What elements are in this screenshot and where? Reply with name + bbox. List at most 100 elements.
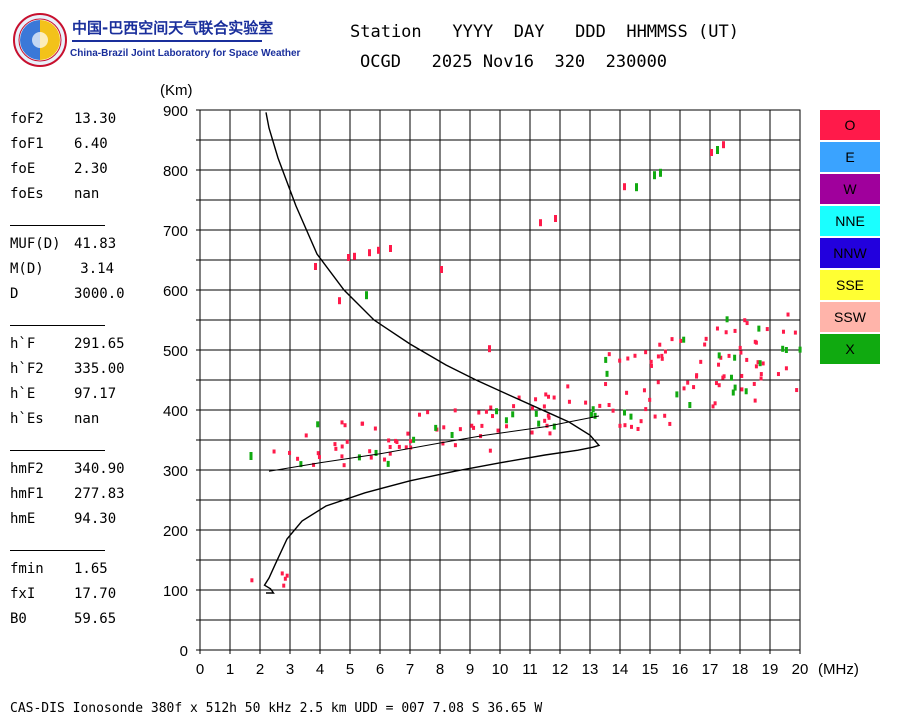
echo-point-x <box>659 168 662 177</box>
echo-point-o <box>317 455 321 460</box>
echo-point-x <box>593 412 597 419</box>
echo-point-o <box>733 328 737 333</box>
echo-point-o <box>383 457 387 462</box>
echo-point-o <box>505 424 509 429</box>
x-tick-label: 0 <box>196 661 204 678</box>
y-tick-label: 500 <box>163 343 188 360</box>
echo-point-o <box>409 439 413 444</box>
x-tick-label: 3 <box>286 661 294 678</box>
param-separator <box>10 450 105 451</box>
echo-point-o <box>440 266 443 273</box>
x-tick-label: 5 <box>346 661 354 678</box>
x-tick-label: 9 <box>466 661 474 678</box>
param-value-fmin: 1.65 <box>74 561 108 577</box>
echo-point-o <box>282 583 286 588</box>
legend-item-o: O <box>820 110 880 140</box>
echo-point-x <box>725 316 729 323</box>
param-value-b0: 59.65 <box>74 611 117 627</box>
echo-point-o <box>453 443 457 448</box>
legend-item-w: W <box>820 174 880 204</box>
echo-point-o <box>663 349 667 354</box>
x-tick-label: 11 <box>522 661 538 678</box>
echo-point-o <box>342 463 346 468</box>
echo-point-o <box>715 326 719 331</box>
echo-point-o <box>644 350 648 355</box>
legend-item-x: X <box>820 334 880 364</box>
echo-point-o <box>397 444 401 449</box>
echo-point-o <box>752 381 756 386</box>
echo-point-o <box>250 578 254 583</box>
echo-point-o <box>496 428 500 433</box>
echo-point-o <box>488 345 491 353</box>
param-name-m-d-: M(D) <box>10 261 44 277</box>
echo-point-o <box>345 439 349 444</box>
echo-point-o <box>765 327 769 332</box>
echo-point-o <box>607 352 611 357</box>
param-name-hmf2: hmF2 <box>10 461 44 477</box>
echo-point-o <box>623 183 626 191</box>
echo-point-o <box>625 390 629 395</box>
y-tick-label: 700 <box>163 223 188 240</box>
y-tick-label: 900 <box>163 103 188 120</box>
echo-point-o <box>724 330 728 335</box>
echo-point-o <box>353 252 356 260</box>
y-tick-label: 0 <box>180 643 188 660</box>
echo-point-o <box>722 141 725 149</box>
param-name-foes: foEs <box>10 186 44 202</box>
param-value-h-e: 97.17 <box>74 386 117 402</box>
y-axis-label: (Km) <box>160 82 193 99</box>
echo-point-o <box>686 380 690 385</box>
y-tick-label: 200 <box>163 523 188 540</box>
y-tick-label: 400 <box>163 403 188 420</box>
echo-point-o <box>389 245 392 252</box>
echo-point-o <box>543 418 547 423</box>
echo-point-o <box>795 388 799 393</box>
echo-point-o <box>660 353 664 358</box>
param-name-h-es: h`Es <box>10 411 44 427</box>
echo-point-o <box>534 397 538 402</box>
legend-item-nnw: NNW <box>820 238 880 268</box>
echo-point-o <box>719 355 723 360</box>
echo-point-o <box>547 394 551 399</box>
echo-point-o <box>648 397 652 402</box>
echo-point-o <box>387 438 391 443</box>
param-name-d: D <box>10 286 19 302</box>
echo-point-o <box>618 423 622 428</box>
echo-point-o <box>653 414 657 419</box>
echo-point-o <box>552 395 556 400</box>
echo-point-o <box>489 405 493 410</box>
param-value-fxi: 17.70 <box>74 586 117 602</box>
x-tick-label: 19 <box>762 661 779 678</box>
echo-point-o <box>722 374 726 379</box>
param-value-h-es: nan <box>74 411 100 427</box>
param-name-b0: B0 <box>10 611 27 627</box>
echo-point-o <box>727 353 731 358</box>
echo-point-o <box>530 430 534 435</box>
echo-point-x <box>744 388 748 395</box>
echo-point-o <box>542 404 546 409</box>
echo-point-o <box>343 423 347 428</box>
echo-point-x <box>635 183 638 192</box>
param-separator <box>10 225 105 226</box>
echo-point-o <box>285 573 289 578</box>
profile-curve <box>263 112 601 594</box>
echo-point-o <box>711 404 715 409</box>
echo-point-o <box>417 412 421 417</box>
echo-point-o <box>710 149 713 156</box>
echo-point-o <box>334 446 338 451</box>
param-name-h-f2: h`F2 <box>10 361 44 377</box>
echo-point-o <box>312 462 316 467</box>
header-values: OCGD 2025 Nov16 320 230000 <box>360 52 668 72</box>
echo-point-o <box>598 403 602 408</box>
echo-point-o <box>314 263 317 270</box>
param-value-fof2: 13.30 <box>74 111 117 127</box>
echo-point-o <box>682 386 686 391</box>
echo-point-o <box>304 433 308 438</box>
echo-point-o <box>604 382 608 387</box>
legend-item-nne: NNE <box>820 206 880 236</box>
echo-point-o <box>548 431 552 436</box>
echo-point-o <box>272 449 276 454</box>
x-tick-label: 15 <box>642 661 659 678</box>
param-name-fmin: fmin <box>10 561 44 577</box>
echo-point-o <box>739 350 743 355</box>
